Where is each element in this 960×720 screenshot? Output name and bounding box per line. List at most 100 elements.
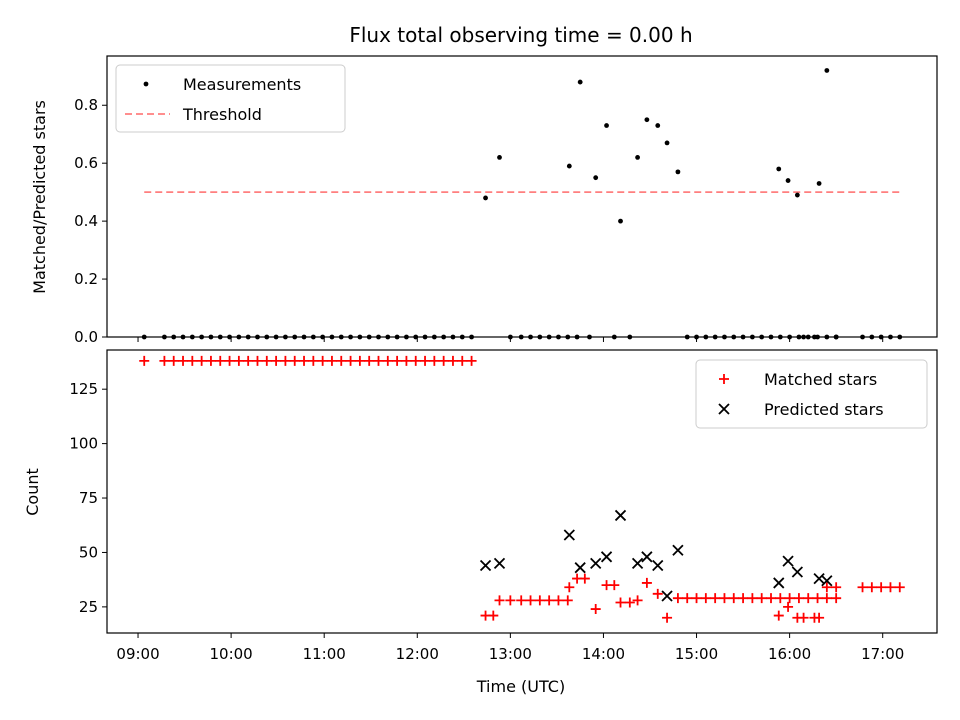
xtick-label: 16:00 [768, 645, 811, 663]
matched-star-point [857, 582, 868, 593]
top-ytick-label: 0.4 [74, 212, 98, 230]
predicted-star-point [614, 509, 627, 522]
matched-star-point [766, 593, 776, 604]
matched-star-point [271, 355, 282, 366]
measurement-point [469, 334, 474, 340]
matched-star-point [821, 582, 832, 593]
measurement-point [422, 334, 428, 340]
matched-star-point [187, 355, 198, 366]
matched-star-point [615, 597, 626, 608]
measurement-point [264, 334, 270, 340]
matched-star-point [544, 595, 555, 606]
legend-predicted-label: Predicted stars [764, 400, 884, 419]
measurement-point [577, 79, 583, 85]
measurement-point [518, 334, 524, 340]
measurement-point [604, 123, 609, 128]
measurement-point [483, 195, 488, 201]
predicted-star-point [641, 551, 653, 563]
measurement-point [801, 334, 806, 340]
measurement-point [566, 163, 572, 169]
top-ytick-label: 0.8 [74, 96, 98, 114]
legend-matched-label: Matched stars [764, 370, 877, 389]
xtick-label: 11:00 [303, 645, 346, 663]
matched-star-point [280, 355, 291, 366]
measurement-point [366, 334, 372, 340]
matched-star-point [641, 577, 652, 588]
matched-star-point [466, 355, 477, 366]
matched-star-point [885, 582, 896, 593]
measurement-point [245, 334, 251, 340]
measurement-point [546, 334, 552, 340]
matched-star-point [488, 610, 499, 621]
xtick-label: 12:00 [396, 645, 439, 663]
matched-star-point [364, 355, 375, 366]
matched-star-point [261, 355, 272, 366]
measurement-point [431, 334, 437, 340]
matched-star-point [590, 604, 601, 615]
matched-star-point [345, 355, 356, 366]
measurement-point [255, 334, 260, 340]
measurement-point [199, 334, 205, 340]
measurement-point [189, 334, 195, 340]
measurement-point [180, 334, 186, 340]
top-ytick-label: 0.6 [74, 154, 98, 172]
measurement-point [776, 166, 782, 172]
measurement-point [497, 154, 502, 160]
matched-star-point [562, 595, 573, 606]
measurement-point [712, 334, 718, 340]
xtick-label: 14:00 [582, 645, 625, 663]
matched-star-point [447, 355, 458, 366]
matched-star-point [233, 355, 244, 366]
xtick-label: 17:00 [861, 645, 904, 663]
measurement-point [292, 334, 298, 340]
top-ytick-label: 0.2 [74, 270, 98, 288]
measurement-point [450, 334, 456, 340]
matched-star-point [373, 355, 384, 366]
matched-star-point [326, 355, 337, 366]
matched-star-point [793, 593, 804, 604]
matched-star-point [457, 355, 468, 366]
measurement-point [338, 334, 344, 340]
measurement-point [635, 154, 640, 160]
matched-star-point [747, 593, 758, 604]
measurement-point [385, 334, 391, 340]
measurement-point [824, 334, 830, 340]
predicted-star-point [631, 557, 644, 569]
matched-star-point [516, 595, 527, 606]
predicted-star-point [652, 559, 664, 572]
measurement-point [860, 334, 865, 340]
measurement-point [703, 334, 709, 340]
bottom-ylabel: Count [23, 468, 42, 516]
measurement-point [655, 123, 661, 128]
measurement-point [171, 334, 177, 340]
matched-star-point [224, 355, 235, 366]
matched-star-point [775, 593, 786, 604]
matched-star-point [410, 355, 421, 366]
matched-star-point [420, 355, 431, 366]
matched-star-point [317, 355, 328, 366]
measurement-point [644, 117, 650, 123]
measurement-point [587, 334, 592, 340]
measurement-point [310, 334, 316, 340]
measurement-point [217, 334, 223, 340]
legend-bottom-frame [695, 359, 928, 429]
measurement-point [528, 334, 533, 340]
measurement-point [759, 334, 765, 340]
measurement-point [574, 334, 580, 340]
legend-bottom: Matched stars Predicted stars [695, 359, 928, 429]
matched-star-point [738, 593, 749, 604]
matched-star-point [609, 580, 620, 591]
measurement-point [684, 334, 690, 340]
bottom-ytick-label: 125 [69, 380, 98, 398]
matched-star-point [876, 582, 887, 593]
measurement-point [794, 192, 800, 198]
top-ytick-label: 0.0 [74, 328, 98, 346]
top-panel: 0.0 0.2 0.4 0.6 0.8 Matched/Predicted stars [30, 55, 938, 346]
matched-star-point [382, 355, 393, 366]
predicted-star-point [672, 544, 684, 556]
matched-star-point [652, 588, 663, 599]
matched-star-point [662, 612, 673, 623]
measurement-point [593, 175, 599, 181]
matched-star-point [672, 593, 683, 604]
